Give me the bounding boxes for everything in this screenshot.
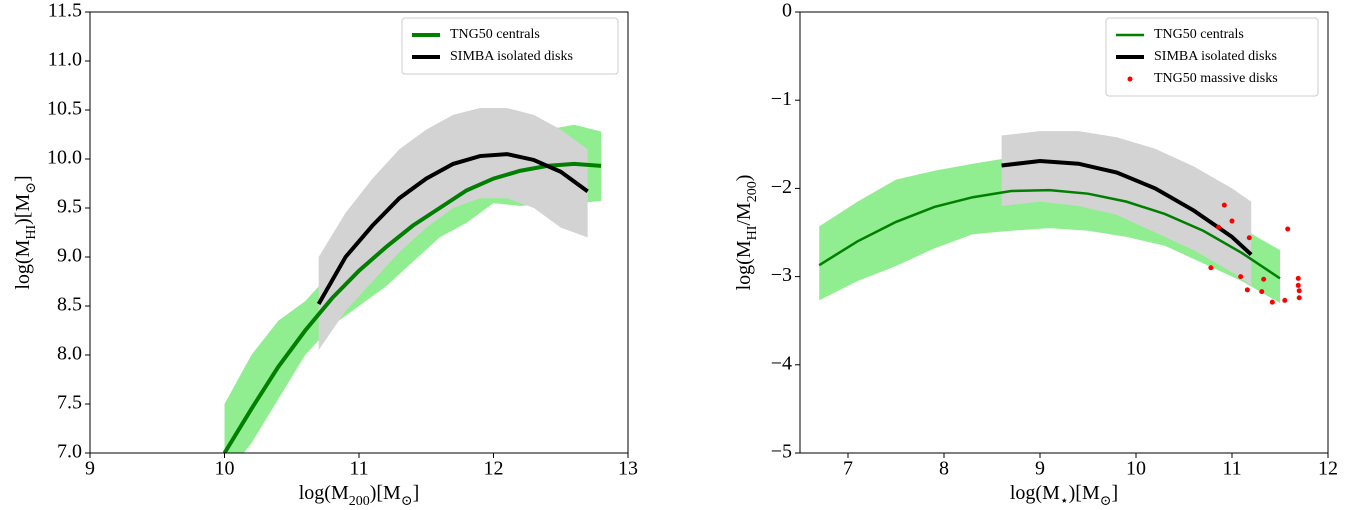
- xlabel-part: ]: [413, 482, 420, 504]
- x-tick-label: 8: [939, 458, 949, 480]
- x-tick-label: 12: [1318, 458, 1338, 480]
- ylabel-part: log(M: [12, 239, 34, 289]
- point: [1295, 282, 1301, 288]
- point: [1285, 226, 1291, 232]
- y-tick-label: −4: [771, 352, 792, 374]
- point: [1246, 235, 1252, 241]
- point: [1296, 295, 1302, 301]
- xlabel: log(M200)[M⊙]: [299, 482, 420, 509]
- y-tick-label: −2: [771, 176, 792, 198]
- point: [1259, 289, 1265, 295]
- point: [1261, 276, 1267, 282]
- band: [1001, 131, 1252, 286]
- ylabel-part: HI: [24, 225, 39, 240]
- x-tick-label: 9: [1035, 458, 1045, 480]
- ylabel-part: HI: [745, 225, 760, 240]
- x-tick-label: 11: [349, 458, 368, 480]
- ylabel-part: )[M: [12, 194, 34, 225]
- x-tick-label: 12: [484, 458, 504, 480]
- y-tick-label: 7.0: [57, 441, 82, 463]
- ylabel-part: ): [733, 175, 755, 182]
- xlabel-part: log(M: [299, 482, 349, 504]
- x-tick-label: 10: [215, 458, 235, 480]
- y-tick-label: 8.5: [57, 294, 82, 316]
- ylabel-part: ⊙: [24, 182, 39, 194]
- legend-label: TNG50 massive disks: [1154, 71, 1278, 86]
- point: [1244, 287, 1250, 293]
- y-tick-label: 8.0: [57, 343, 82, 365]
- point: [1269, 299, 1275, 305]
- xlabel-part: log(M: [1010, 482, 1060, 504]
- y-tick-label: 10.5: [47, 98, 82, 120]
- y-tick-label: 10.0: [47, 147, 82, 169]
- xlabel-part: ⊙: [401, 494, 413, 509]
- legend-box: [401, 17, 619, 75]
- band: [318, 108, 588, 351]
- y-tick-label: 9.5: [57, 196, 82, 218]
- xlabel-part: )[M: [1069, 482, 1100, 504]
- line: [222, 161, 602, 453]
- point: [1208, 265, 1214, 271]
- x-tick-label: 9: [85, 458, 95, 480]
- legend-label: SIMBA isolated disks: [1154, 49, 1277, 64]
- y-tick-label: 7.5: [57, 392, 82, 414]
- xlabel: log(M⋆)[M⊙]: [1010, 482, 1118, 509]
- legend-label: SIMBA isolated disks: [450, 49, 573, 64]
- ylabel-part: ]: [12, 175, 34, 182]
- xlabel-part: 200: [349, 494, 370, 509]
- xlabel-part: ⊙: [1100, 494, 1112, 509]
- y-tick-label: 9.0: [57, 245, 82, 267]
- xlabel-part: ]: [1111, 482, 1118, 504]
- y-tick-label: −3: [771, 264, 792, 286]
- ylabel-part: log(M: [733, 240, 755, 290]
- y-tick-label: 11.0: [48, 49, 82, 71]
- xlabel-part: )[M: [370, 482, 401, 504]
- line: [1001, 159, 1253, 257]
- ylabel: log(MHI)[M⊙]: [12, 175, 39, 289]
- y-tick-label: 0: [782, 0, 792, 22]
- line: [316, 152, 589, 306]
- point: [1216, 224, 1222, 230]
- y-tick-label: −5: [771, 441, 792, 463]
- plot-area: [818, 131, 1302, 305]
- y-tick-label: −1: [771, 88, 792, 110]
- point: [1282, 297, 1288, 303]
- plot-area: [222, 108, 602, 453]
- x-tick-label: 11: [1222, 458, 1241, 480]
- point: [1296, 288, 1302, 294]
- point: [1295, 275, 1301, 281]
- x-tick-label: 10: [1126, 458, 1146, 480]
- legend-label: TNG50 centrals: [1154, 27, 1244, 42]
- axes-frame: [799, 11, 1329, 454]
- legend-marker: [1127, 76, 1133, 82]
- x-tick-label: 13: [618, 458, 638, 480]
- point: [1229, 218, 1235, 224]
- y-tick-label: 11.5: [48, 0, 82, 22]
- legend-label: TNG50 centrals: [450, 27, 540, 42]
- ylabel-part: 200: [745, 181, 760, 202]
- xlabel-part: ⋆: [1060, 494, 1069, 509]
- legend-box: [1105, 17, 1319, 97]
- line: [818, 188, 1281, 280]
- ylabel-part: /M: [733, 202, 755, 226]
- ylabel: log(MHI/M200): [733, 175, 760, 291]
- point: [1221, 202, 1227, 208]
- point: [1238, 274, 1244, 280]
- x-tick-label: 7: [843, 458, 853, 480]
